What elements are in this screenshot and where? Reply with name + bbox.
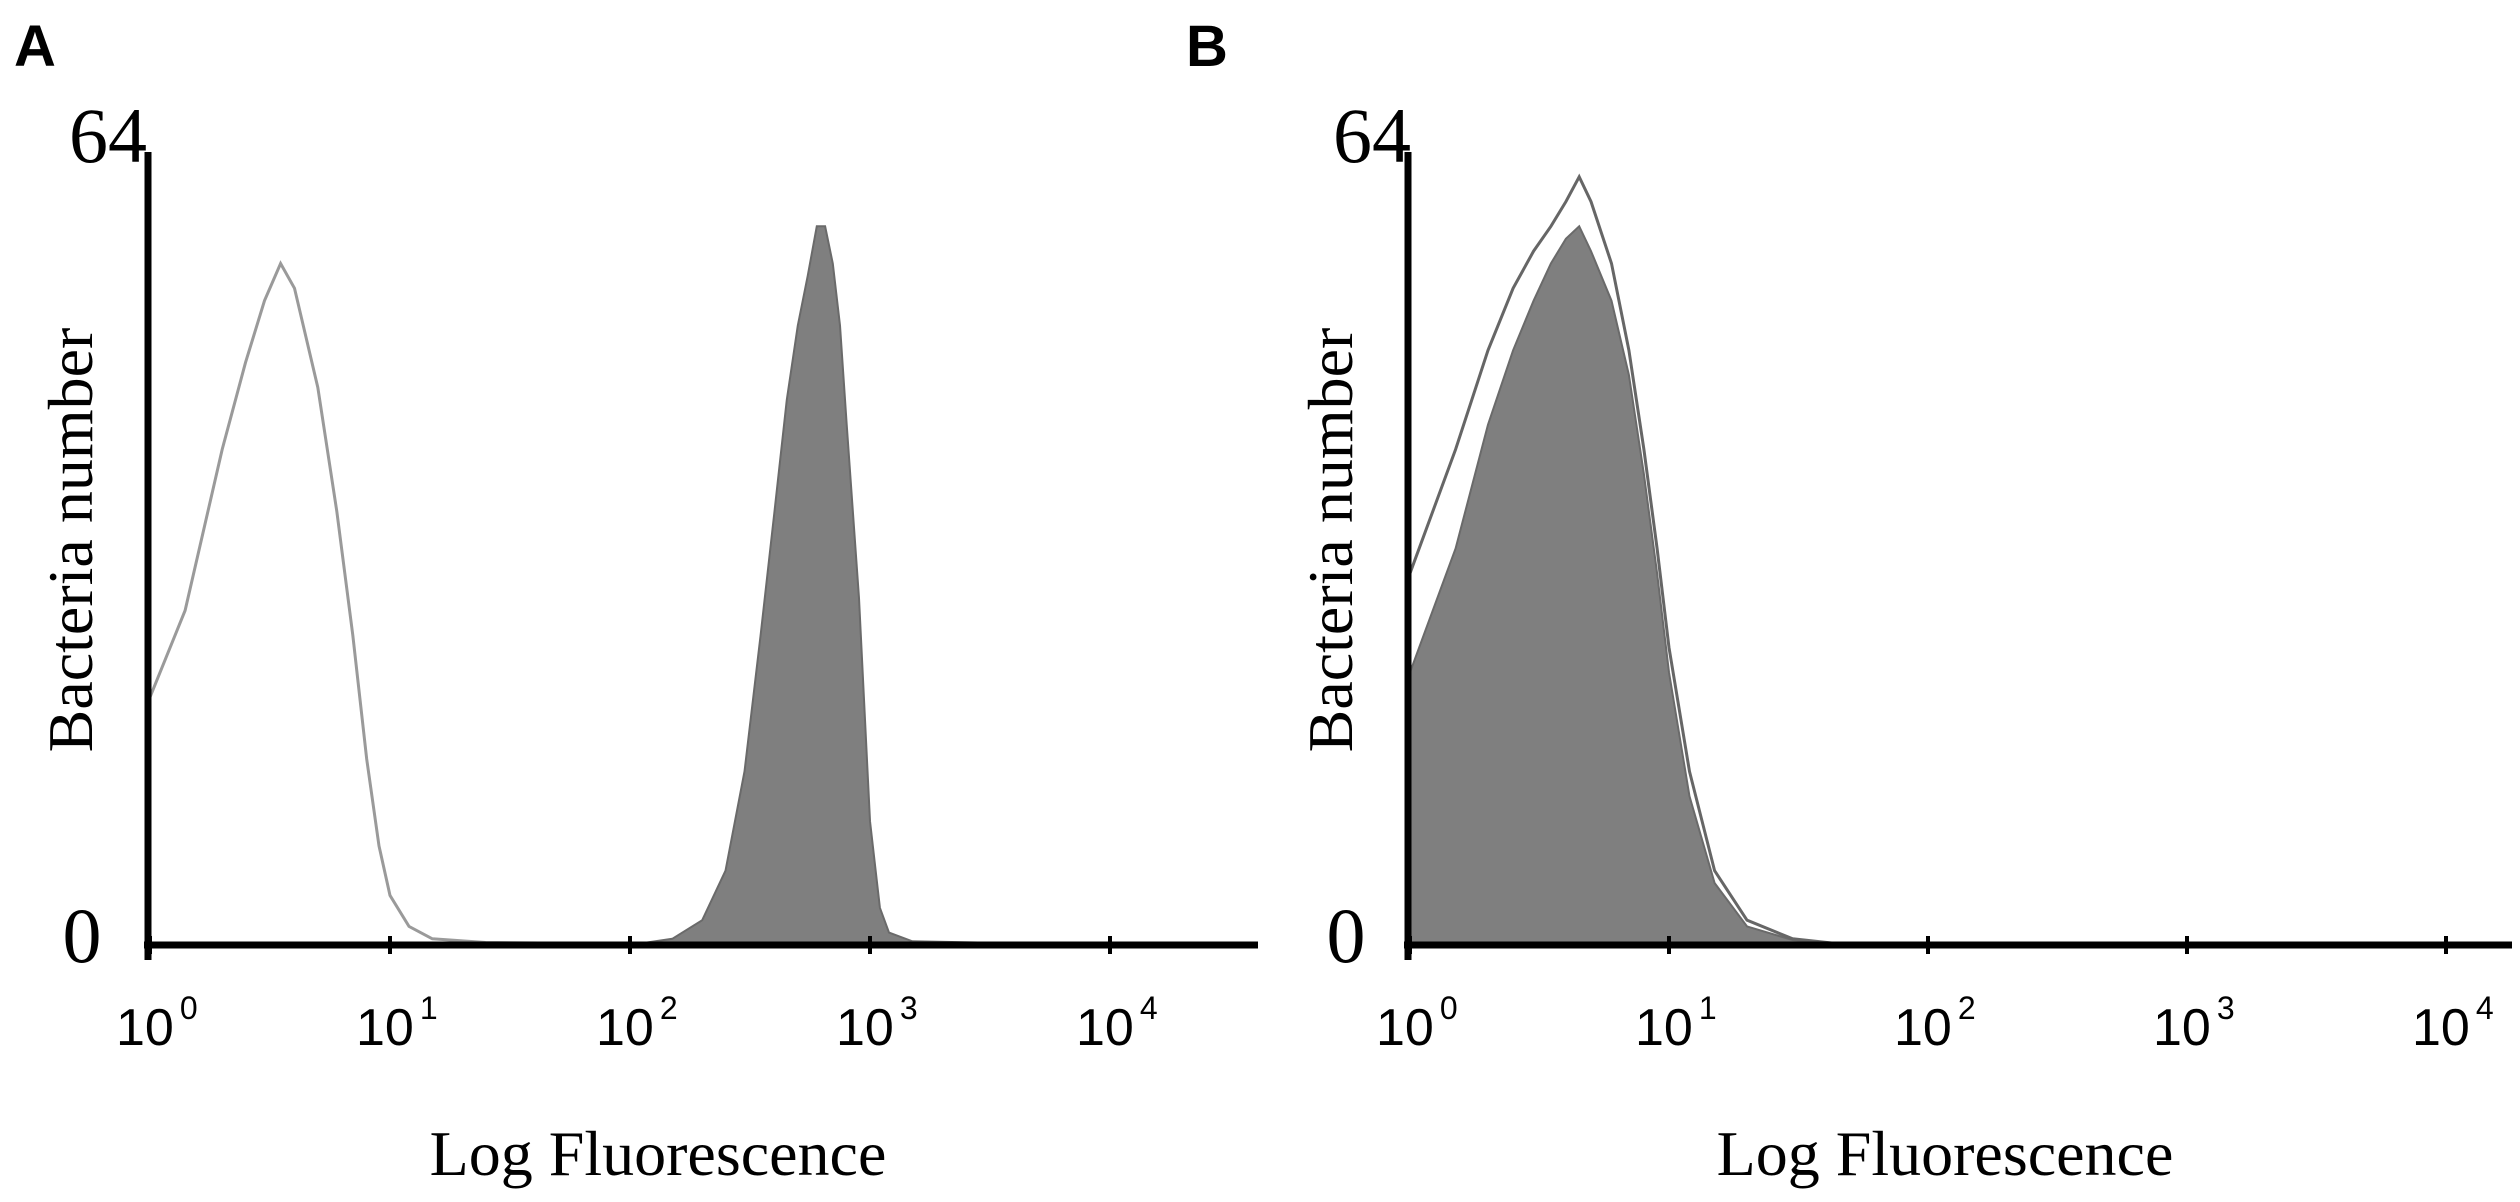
histogram-outline [148, 260, 631, 946]
x-tick-label: 10 3 [836, 990, 918, 1057]
x-tick-label: 10 3 [2153, 990, 2235, 1057]
y-tick-zero-label: 0 [1327, 892, 1366, 979]
y-axis-title: Bacteria number [1295, 328, 1366, 753]
panel-a: A 64 0 Bacteria number Log Fluorescence … [14, 14, 1258, 1189]
panel-label: A [14, 14, 56, 79]
x-tick-label: 10 4 [2412, 990, 2494, 1057]
x-axis-title: Log Fluorescence [1717, 1118, 2174, 1189]
y-tick-max-label: 64 [1333, 92, 1411, 179]
x-tick-label: 10 1 [356, 990, 438, 1057]
histogram-outline [1408, 173, 1851, 947]
x-ticks: 10 0 10 1 10 2 10 3 10 4 [116, 936, 1158, 1057]
panel-b: B 64 0 Bacteria number Log Fluorescence … [1186, 14, 2512, 1189]
plot-area [148, 225, 1111, 946]
histogram-filled [1409, 224, 1851, 946]
x-tick-label: 10 0 [116, 990, 198, 1057]
x-tick-label: 10 2 [1894, 990, 1976, 1057]
x-axis-title: Log Fluorescence [430, 1118, 887, 1189]
x-tick-label: 10 0 [1376, 990, 1458, 1057]
y-tick-max-label: 64 [69, 92, 147, 179]
panel-label: B [1186, 14, 1228, 79]
histogram-filled [629, 225, 1111, 946]
plot-area [1408, 173, 1851, 947]
y-axis-title: Bacteria number [35, 328, 106, 753]
y-tick-zero-label: 0 [63, 892, 102, 979]
x-tick-label: 10 2 [596, 990, 678, 1057]
x-tick-label: 10 4 [1076, 990, 1158, 1057]
x-ticks: 10 0 10 1 10 2 10 3 10 4 [1376, 936, 2494, 1057]
x-tick-label: 10 1 [1635, 990, 1717, 1057]
